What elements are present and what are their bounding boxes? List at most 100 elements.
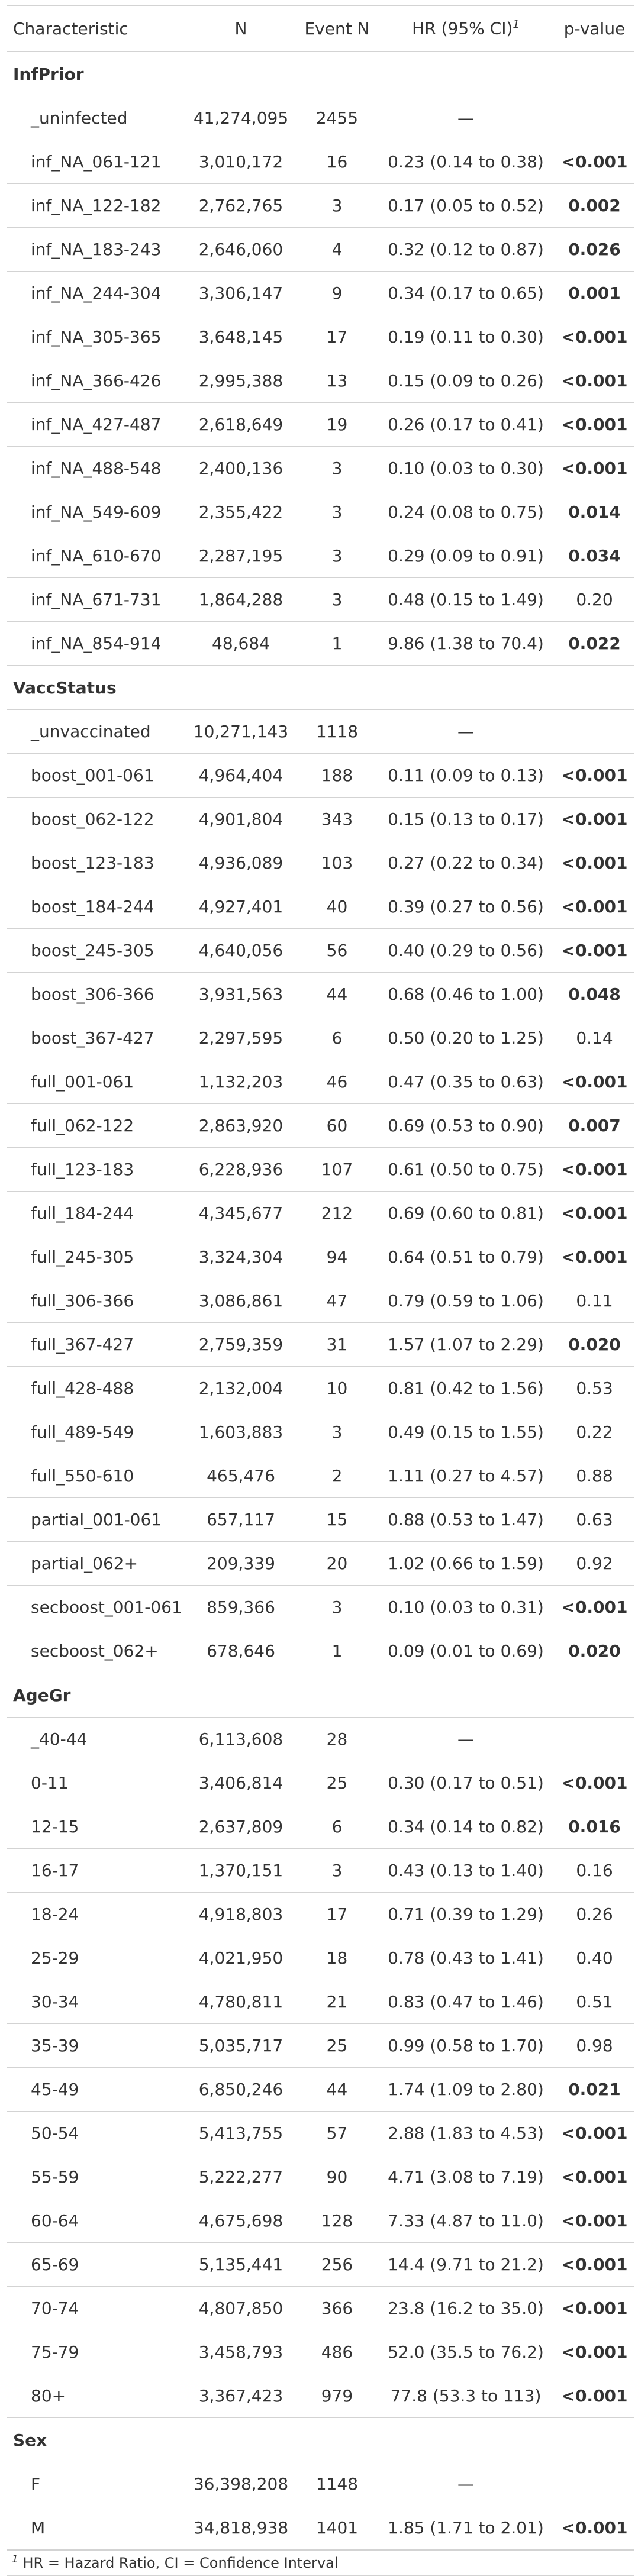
cell-n: 3,010,172 xyxy=(185,140,297,184)
group-label: Sex xyxy=(7,2417,634,2462)
cell-p-value: 0.001 xyxy=(555,271,634,315)
table-row: boost_245-305 4,640,056 56 0.40 (0.29 to 0.… xyxy=(7,928,634,973)
cell-hr: 52.0 (35.5 to 76.2) xyxy=(377,2330,555,2374)
table-row: full_550-610 465,476 2 1.11 (0.27 to 4.57) 0… xyxy=(7,1454,634,1498)
cell-characteristic: boost_062-122 xyxy=(7,797,185,841)
table-row: 12-15 2,637,809 6 0.34 (0.14 to 0.82) 0.016 xyxy=(7,1805,634,1849)
cell-characteristic: M xyxy=(7,2506,185,2550)
cell-p-value: 0.40 xyxy=(555,1936,634,1980)
cell-n: 2,646,060 xyxy=(185,227,297,272)
cell-characteristic: boost_306-366 xyxy=(7,972,185,1016)
cell-hr: 0.40 (0.29 to 0.56) xyxy=(377,928,555,973)
cell-event-n: 188 xyxy=(297,753,377,798)
cell-p-value: <0.001 xyxy=(555,2155,634,2199)
cell-event-n: 46 xyxy=(297,1060,377,1104)
cell-n: 3,648,145 xyxy=(185,315,297,359)
cell-p-value: <0.001 xyxy=(555,1761,634,1805)
cell-p-value: 0.016 xyxy=(555,1805,634,1849)
hazard-ratio-table: Characteristic N Event N HR (95% CI)1 p-… xyxy=(7,5,634,2550)
cell-n: 2,297,595 xyxy=(185,1016,297,1060)
cell-n: 1,864,288 xyxy=(185,577,297,622)
cell-n: 4,807,850 xyxy=(185,2286,297,2330)
cell-p-value: 0.020 xyxy=(555,1629,634,1673)
table-row: inf_NA_610-670 2,287,195 3 0.29 (0.09 to 0.… xyxy=(7,534,634,578)
cell-hr: 9.86 (1.38 to 70.4) xyxy=(377,621,555,666)
cell-event-n: 3 xyxy=(297,577,377,622)
cell-p-value: <0.001 xyxy=(555,315,634,359)
cell-n: 1,603,883 xyxy=(185,1410,297,1454)
cell-n: 2,400,136 xyxy=(185,446,297,490)
cell-characteristic: 30-34 xyxy=(7,1980,185,2024)
cell-p-value: 0.034 xyxy=(555,534,634,578)
table-row: full_489-549 1,603,883 3 0.49 (0.15 to 1.55… xyxy=(7,1410,634,1454)
cell-characteristic: boost_245-305 xyxy=(7,928,185,973)
table-row: secboost_001-061 859,366 3 0.10 (0.03 to 0.… xyxy=(7,1585,634,1629)
cell-p-value: <0.001 xyxy=(555,2199,634,2243)
cell-hr: 2.88 (1.83 to 4.53) xyxy=(377,2111,555,2155)
cell-event-n: 40 xyxy=(297,885,377,929)
cell-hr: 0.39 (0.27 to 0.56) xyxy=(377,885,555,929)
group-row: Sex xyxy=(7,2417,634,2462)
cell-event-n: 9 xyxy=(297,271,377,315)
cell-p-value: <0.001 xyxy=(555,885,634,929)
cell-n: 209,339 xyxy=(185,1541,297,1586)
cell-hr: 0.88 (0.53 to 1.47) xyxy=(377,1497,555,1542)
cell-event-n: 44 xyxy=(297,972,377,1016)
cell-characteristic: 80+ xyxy=(7,2374,185,2418)
cell-event-n: 17 xyxy=(297,1892,377,1936)
cell-n: 6,850,246 xyxy=(185,2067,297,2112)
cell-event-n: 28 xyxy=(297,1717,377,1761)
cell-characteristic: 50-54 xyxy=(7,2111,185,2155)
cell-event-n: 486 xyxy=(297,2330,377,2374)
cell-characteristic: inf_NA_854-914 xyxy=(7,621,185,666)
cell-n: 4,780,811 xyxy=(185,1980,297,2024)
cell-hr: 77.8 (53.3 to 113) xyxy=(377,2374,555,2418)
cell-event-n: 1 xyxy=(297,1629,377,1673)
cell-hr: — xyxy=(377,96,555,140)
table-row: 45-49 6,850,246 44 1.74 (1.09 to 2.80) 0.021 xyxy=(7,2067,634,2112)
cell-n: 3,086,861 xyxy=(185,1279,297,1323)
table-row: full_184-244 4,345,677 212 0.69 (0.60 to 0.… xyxy=(7,1191,634,1235)
cell-event-n: 44 xyxy=(297,2067,377,2112)
table-row: secboost_062+ 678,646 1 0.09 (0.01 to 0.69)… xyxy=(7,1629,634,1673)
cell-characteristic: 75-79 xyxy=(7,2330,185,2374)
cell-event-n: 128 xyxy=(297,2199,377,2243)
cell-characteristic: full_489-549 xyxy=(7,1410,185,1454)
table-row: full_245-305 3,324,304 94 0.64 (0.51 to 0.7… xyxy=(7,1235,634,1279)
cell-n: 3,406,814 xyxy=(185,1761,297,1805)
cell-p-value: 0.014 xyxy=(555,490,634,534)
cell-event-n: 3 xyxy=(297,490,377,534)
table-row: inf_NA_244-304 3,306,147 9 0.34 (0.17 to 0.… xyxy=(7,271,634,315)
cell-event-n: 56 xyxy=(297,928,377,973)
cell-p-value: <0.001 xyxy=(555,1235,634,1279)
cell-hr: 4.71 (3.08 to 7.19) xyxy=(377,2155,555,2199)
cell-n: 2,762,765 xyxy=(185,183,297,228)
cell-p-value: <0.001 xyxy=(555,140,634,184)
header-row: Characteristic N Event N HR (95% CI)1 p-… xyxy=(7,5,634,52)
cell-hr: 0.64 (0.51 to 0.79) xyxy=(377,1235,555,1279)
table-row: 30-34 4,780,811 21 0.83 (0.47 to 1.46) 0.51 xyxy=(7,1980,634,2024)
cell-n: 6,228,936 xyxy=(185,1147,297,1192)
cell-hr: 0.29 (0.09 to 0.91) xyxy=(377,534,555,578)
cell-event-n: 17 xyxy=(297,315,377,359)
cell-characteristic: full_245-305 xyxy=(7,1235,185,1279)
table-row: full_428-488 2,132,004 10 0.81 (0.42 to 1.5… xyxy=(7,1366,634,1410)
cell-event-n: 31 xyxy=(297,1322,377,1367)
cell-n: 4,345,677 xyxy=(185,1191,297,1235)
cell-hr: 0.34 (0.17 to 0.65) xyxy=(377,271,555,315)
table-row: full_001-061 1,132,203 46 0.47 (0.35 to 0.6… xyxy=(7,1060,634,1104)
cell-hr: — xyxy=(377,709,555,754)
cell-event-n: 15 xyxy=(297,1497,377,1542)
cell-characteristic: inf_NA_366-426 xyxy=(7,359,185,403)
cell-n: 1,132,203 xyxy=(185,1060,297,1104)
cell-event-n: 1401 xyxy=(297,2506,377,2550)
cell-n: 4,927,401 xyxy=(185,885,297,929)
cell-p-value: 0.26 xyxy=(555,1892,634,1936)
table-row: 60-64 4,675,698 128 7.33 (4.87 to 11.0) <0.0… xyxy=(7,2199,634,2243)
table-row: boost_367-427 2,297,595 6 0.50 (0.20 to 1.2… xyxy=(7,1016,634,1060)
cell-hr: 0.79 (0.59 to 1.06) xyxy=(377,1279,555,1323)
cell-characteristic: 35-39 xyxy=(7,2023,185,2068)
cell-characteristic: _uninfected xyxy=(7,96,185,140)
cell-characteristic: inf_NA_122-182 xyxy=(7,183,185,228)
cell-hr: 23.8 (16.2 to 35.0) xyxy=(377,2286,555,2330)
